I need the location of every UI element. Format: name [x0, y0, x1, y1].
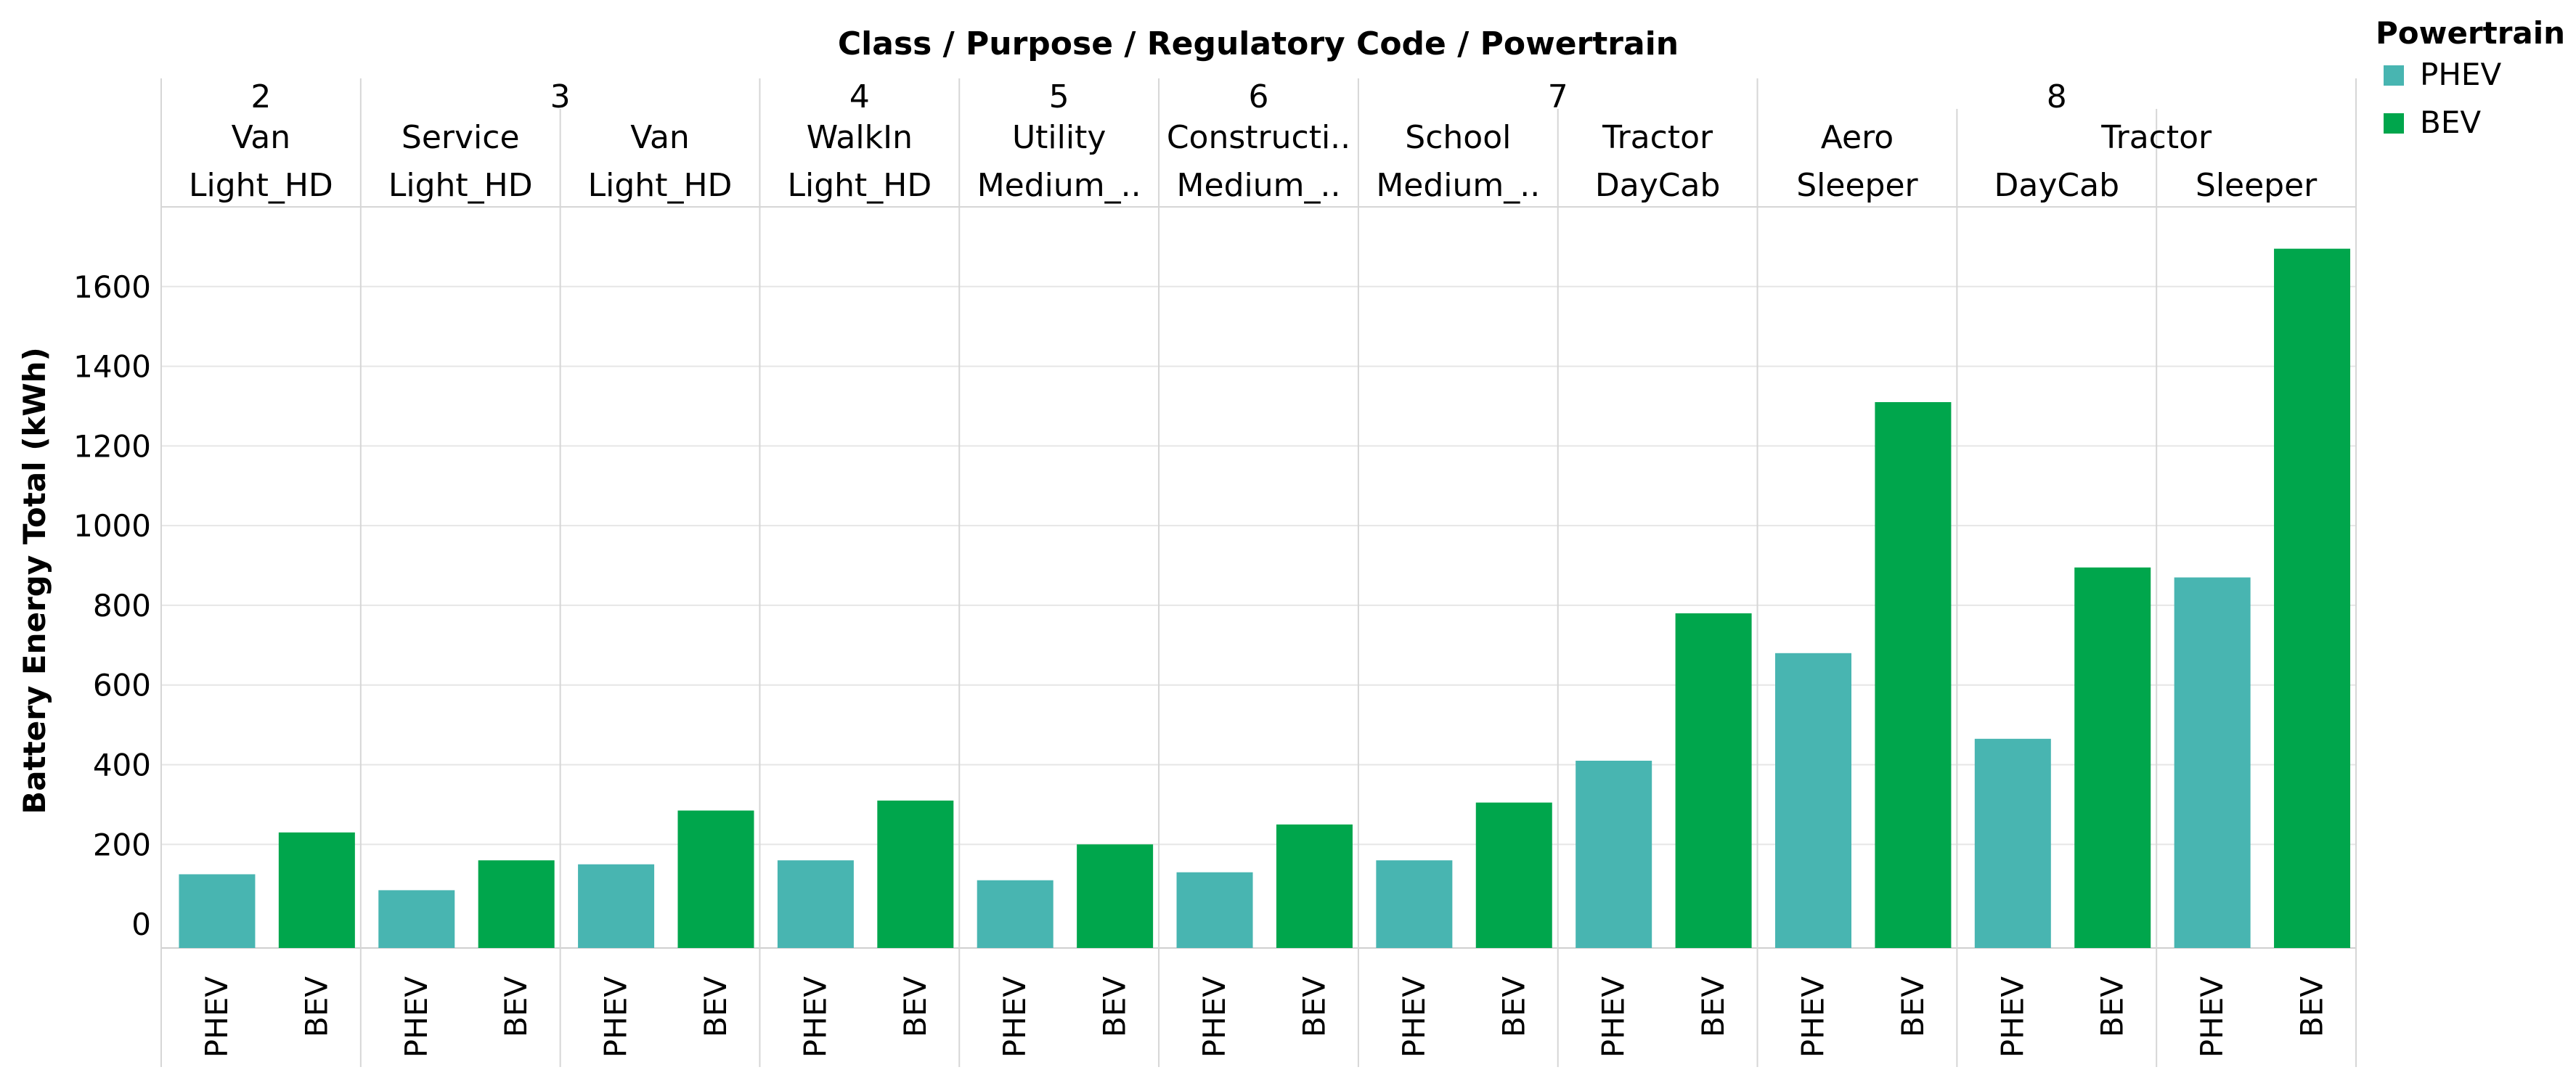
regulatory-code-header: Medium_..	[977, 167, 1141, 204]
powertrain-label: BEV	[298, 976, 334, 1037]
column-headers: 2 3 4 5 6 7 8 Van Service Van WalkIn Utility Constru…	[189, 78, 2318, 204]
regulatory-code-header: DayCab	[1595, 167, 1721, 204]
class-header: 3	[550, 78, 571, 115]
powertrain-label: BEV	[1695, 976, 1731, 1037]
powertrain-label: BEV	[2294, 976, 2330, 1037]
powertrain-label: PHEV	[797, 976, 833, 1058]
bar-bev	[278, 832, 355, 948]
powertrain-label: BEV	[1097, 976, 1133, 1037]
header-title: Class / Purpose / Regulatory Code / Powe…	[838, 25, 1679, 62]
purpose-header: Van	[232, 119, 291, 156]
class-header: 8	[2047, 78, 2067, 115]
bars	[179, 248, 2351, 948]
powertrain-label: PHEV	[1994, 976, 2030, 1058]
class-header: 2	[250, 78, 271, 115]
class-header: 7	[1548, 78, 1568, 115]
regulatory-code-header: Sleeper	[1796, 167, 1918, 204]
regulatory-code-header: Medium_..	[1177, 167, 1341, 204]
powertrain-label: PHEV	[997, 976, 1032, 1058]
purpose-header: Service	[402, 119, 520, 156]
bar-phev	[578, 864, 655, 948]
bar-bev	[877, 800, 954, 948]
purpose-header: Tractor	[1602, 119, 1713, 156]
y-tick-label: 1600	[73, 269, 151, 305]
y-tick-label: 800	[93, 588, 151, 624]
powertrain-label: PHEV	[1197, 976, 1232, 1058]
bar-phev	[1576, 761, 1652, 948]
bar-bev	[478, 860, 555, 948]
bar-phev	[378, 890, 455, 948]
bar-bev	[1475, 802, 1552, 948]
gridlines	[160, 207, 2356, 949]
powertrain-label: PHEV	[1396, 976, 1432, 1058]
category-labels: PHEV BEV PHEV BEV PHEV BEV PHEV BEV PHEV BEV PHEV B…	[199, 976, 2330, 1058]
y-tick-label: 400	[93, 747, 151, 782]
powertrain-label: BEV	[1496, 976, 1531, 1037]
class-header: 6	[1249, 78, 1269, 115]
powertrain-label: PHEV	[199, 976, 235, 1058]
regulatory-code-header: Light_HD	[787, 167, 932, 204]
bar-bev	[1276, 824, 1353, 948]
purpose-header: Utility	[1012, 119, 1106, 156]
powertrain-label: PHEV	[2194, 976, 2230, 1058]
bar-bev	[2074, 567, 2151, 948]
legend-swatch-bev	[2384, 113, 2404, 134]
panel-dividers	[160, 78, 2357, 1067]
bar-phev	[777, 860, 854, 948]
purpose-header: Tractor	[2100, 119, 2212, 156]
powertrain-label: BEV	[897, 976, 933, 1037]
bar-bev	[1675, 613, 1752, 948]
bar-phev	[2174, 577, 2251, 948]
bar-bev	[677, 810, 754, 948]
legend: Powertrain PHEV BEV	[2376, 15, 2565, 140]
powertrain-label: PHEV	[598, 976, 634, 1058]
powertrain-label: PHEV	[1795, 976, 1830, 1058]
bar-phev	[1376, 860, 1453, 948]
bar-bev	[1875, 401, 1952, 948]
powertrain-label: BEV	[1895, 976, 1931, 1037]
regulatory-code-header: Light_HD	[588, 167, 733, 204]
powertrain-label: PHEV	[399, 976, 434, 1058]
powertrain-label: BEV	[698, 976, 733, 1037]
bar-bev	[2274, 248, 2351, 948]
y-axis-title: Battery Energy Total (kWh)	[17, 347, 52, 814]
y-tick-label: 1200	[73, 428, 151, 464]
legend-label: BEV	[2420, 105, 2481, 140]
bar-phev	[1974, 738, 2051, 948]
regulatory-code-header: Sleeper	[2196, 167, 2318, 204]
legend-title: Powertrain	[2376, 15, 2565, 51]
bar-bev	[1077, 844, 1154, 948]
class-header: 4	[849, 78, 870, 115]
y-tick-label: 600	[93, 668, 151, 703]
y-tick-label: 1000	[73, 508, 151, 544]
legend-label: PHEV	[2420, 57, 2501, 92]
bar-phev	[1176, 872, 1253, 948]
powertrain-label: PHEV	[1596, 976, 1631, 1058]
regulatory-code-header: Medium_..	[1376, 167, 1540, 204]
regulatory-code-header: DayCab	[1994, 167, 2120, 204]
purpose-header: Van	[630, 119, 690, 156]
regulatory-code-header: Light_HD	[189, 167, 333, 204]
bar-phev	[1774, 653, 1851, 948]
y-tick-label: 200	[93, 827, 151, 862]
class-header: 5	[1049, 78, 1069, 115]
bar-phev	[179, 874, 256, 948]
purpose-header: School	[1405, 119, 1511, 156]
powertrain-label: BEV	[498, 976, 534, 1037]
y-tick-label: 0	[131, 907, 151, 942]
regulatory-code-header: Light_HD	[388, 167, 533, 204]
powertrain-label: BEV	[2095, 976, 2130, 1037]
purpose-header: Constructi..	[1167, 119, 1350, 156]
y-tick-label: 1400	[73, 349, 151, 385]
purpose-header: WalkIn	[807, 119, 913, 156]
legend-swatch-phev	[2384, 65, 2404, 86]
powertrain-label: BEV	[1296, 976, 1332, 1037]
y-axis-ticks: 0 200 400 600 800 1000 1200 1400 1600	[73, 269, 151, 942]
bar-phev	[977, 880, 1053, 948]
purpose-header: Aero	[1821, 119, 1894, 156]
